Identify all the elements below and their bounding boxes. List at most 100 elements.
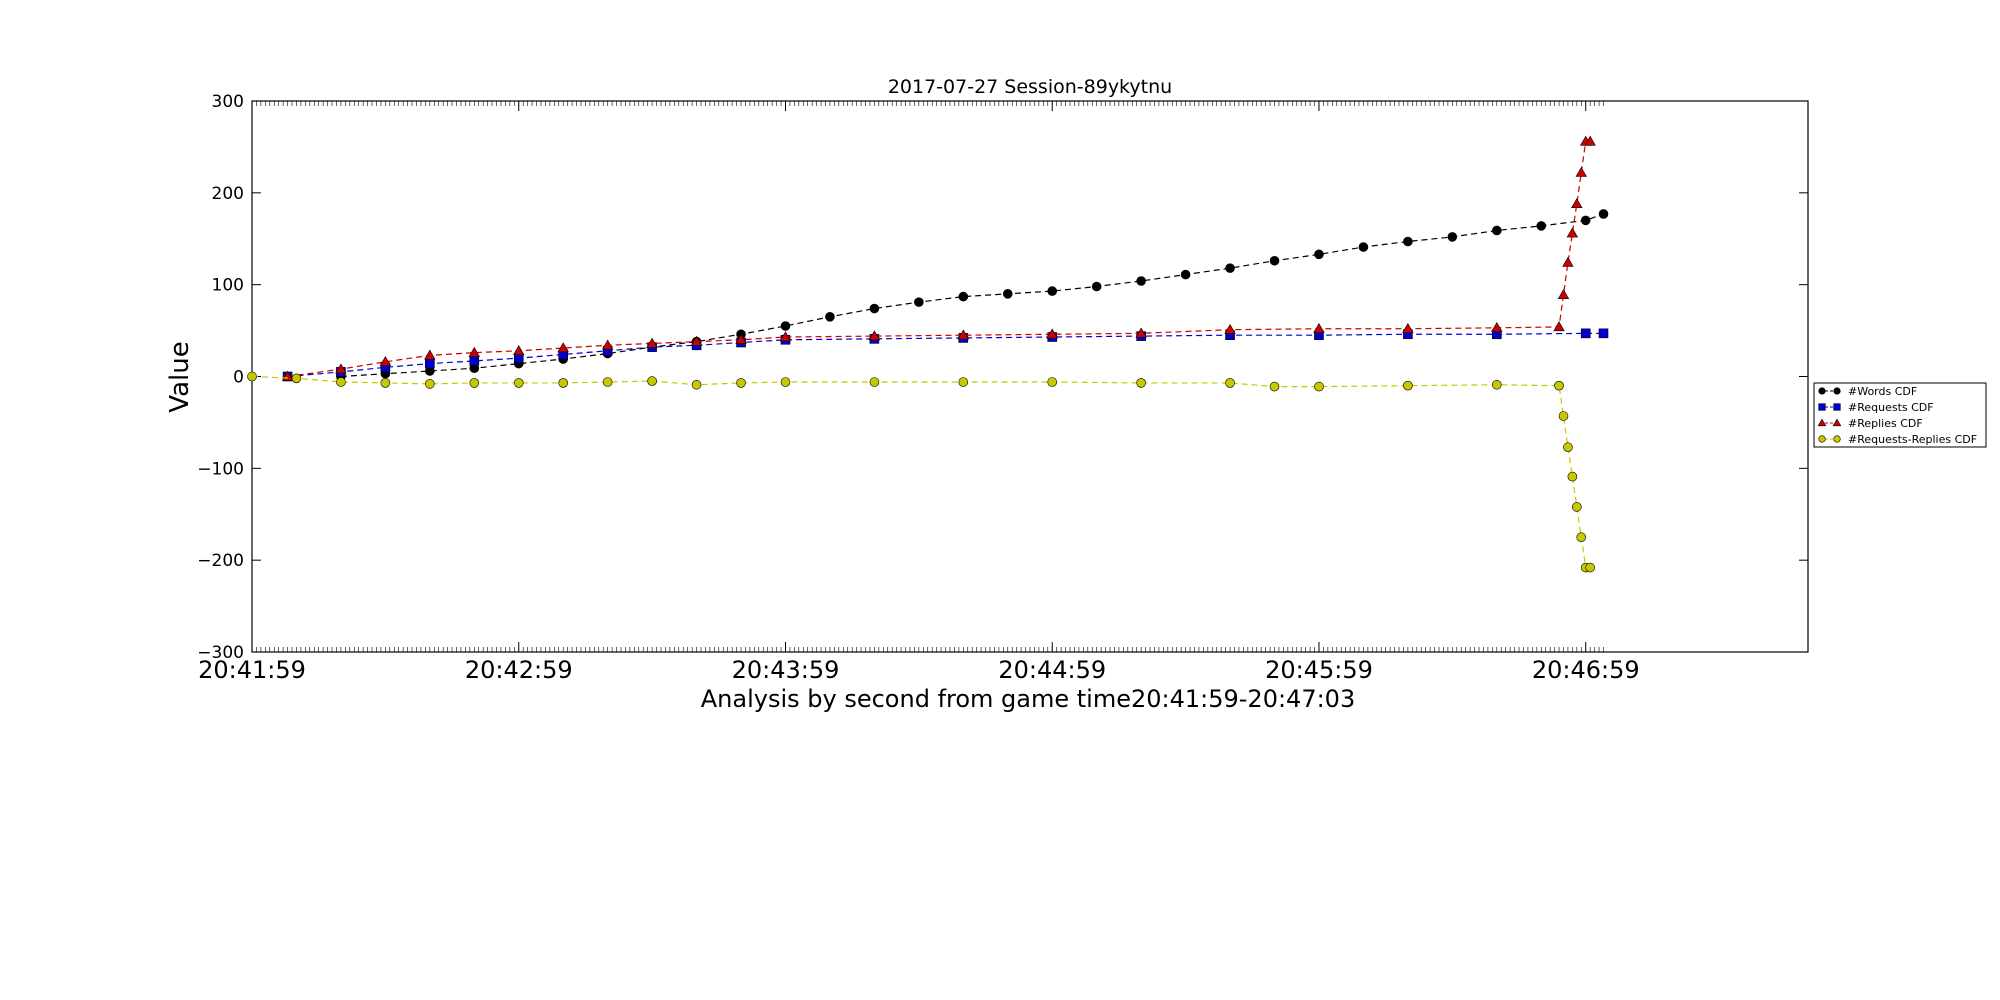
data-point (1580, 328, 1591, 339)
y-axis: 300 200 100 0 −100 −200 −300 (197, 92, 1808, 663)
legend-marker (1818, 435, 1826, 443)
data-point (1557, 288, 1570, 299)
data-point (647, 376, 657, 386)
y-tick-label: −300 (197, 643, 244, 663)
legend-marker (1818, 403, 1826, 411)
legend-marker (1817, 418, 1827, 427)
data-point (335, 363, 347, 374)
data-point (558, 378, 569, 388)
series-line (340, 213, 1604, 378)
data-point (1314, 381, 1324, 392)
data-point (1047, 286, 1058, 296)
data-point (825, 312, 835, 322)
data-point (336, 377, 346, 387)
data-point (1563, 442, 1573, 453)
series-layer (247, 135, 1609, 573)
x-axis-label: Analysis by second from game time20:41:5… (701, 685, 1355, 713)
data-point (1314, 249, 1324, 260)
data-point (601, 339, 614, 350)
data-point (1403, 380, 1413, 391)
data-point (914, 297, 924, 307)
data-point (1225, 263, 1235, 273)
data-point (602, 377, 613, 387)
data-point (469, 356, 480, 366)
data-point (691, 379, 702, 390)
data-point (513, 378, 524, 388)
series-3 (247, 371, 1595, 573)
data-point (1580, 215, 1591, 226)
data-point (1047, 377, 1058, 387)
data-point (1136, 378, 1146, 388)
y-tick-label: 200 (212, 184, 244, 204)
data-point (735, 333, 747, 344)
data-point (1225, 378, 1235, 388)
data-point (1598, 209, 1609, 219)
data-point (425, 358, 435, 369)
data-point (1585, 562, 1595, 573)
data-point (1598, 328, 1609, 339)
legend-marker (1833, 403, 1841, 411)
data-point (1572, 502, 1582, 512)
legend-label: #Words CDF (1848, 385, 1917, 398)
data-point (469, 378, 480, 388)
data-point (869, 303, 880, 314)
data-point (1136, 276, 1146, 286)
y-axis-label: Value (165, 341, 195, 412)
series-line (287, 332, 1604, 378)
data-point (780, 321, 791, 331)
legend-marker (1833, 435, 1841, 443)
x-tick-label: 20:41:59 (198, 656, 306, 684)
data-point (958, 291, 969, 302)
y-tick-label: 300 (212, 92, 244, 112)
legend-label: #Requests CDF (1848, 401, 1934, 414)
x-axis: 20:41:59 20:42:59 20:43:59 20:44:59 20:45:59… (198, 101, 1640, 684)
data-point (957, 329, 970, 340)
plot-frame (251, 100, 1809, 653)
data-point (513, 353, 524, 363)
data-point (1584, 135, 1596, 146)
data-point (380, 378, 391, 388)
series-1 (282, 328, 1609, 382)
y-tick-label: −100 (197, 459, 244, 479)
data-point (1313, 322, 1325, 333)
data-point (779, 331, 792, 342)
data-point (247, 371, 257, 382)
x-tick-label: 20:45:59 (1265, 656, 1373, 684)
data-point (1554, 380, 1564, 391)
legend-marker (1818, 387, 1826, 395)
data-point (1562, 256, 1574, 267)
data-point (424, 349, 436, 360)
data-point (1135, 327, 1147, 338)
data-point (557, 342, 569, 353)
data-point (1536, 221, 1547, 231)
data-point (1571, 198, 1583, 209)
x-tick-label: 20:46:59 (1532, 656, 1640, 684)
series-line (251, 375, 1591, 569)
legend-item: #Words CDF (1818, 385, 1917, 398)
data-point (425, 379, 435, 389)
x-tick-label: 20:44:59 (998, 656, 1106, 684)
legend-box (1813, 382, 1987, 448)
data-point (958, 377, 969, 387)
series-2 (281, 135, 1596, 381)
data-point (1576, 532, 1587, 543)
data-point (1180, 269, 1191, 280)
minor-ticks (251, 101, 1604, 652)
data-point (1566, 227, 1579, 238)
data-point (1491, 322, 1503, 333)
data-point (1046, 328, 1058, 339)
y-tick-label: −200 (197, 551, 244, 571)
data-point (1002, 289, 1013, 299)
data-point (780, 377, 791, 387)
data-point (736, 378, 746, 388)
data-point (1269, 255, 1280, 266)
data-point (1224, 323, 1236, 334)
data-point (1358, 242, 1369, 252)
data-point (1575, 166, 1587, 177)
data-point (1558, 411, 1569, 421)
legend-marker (1832, 418, 1842, 427)
x-tick-label: 20:43:59 (732, 656, 840, 684)
data-point (1402, 322, 1414, 333)
legend-item: #Replies CDF (1817, 417, 1923, 430)
data-point (869, 377, 880, 387)
